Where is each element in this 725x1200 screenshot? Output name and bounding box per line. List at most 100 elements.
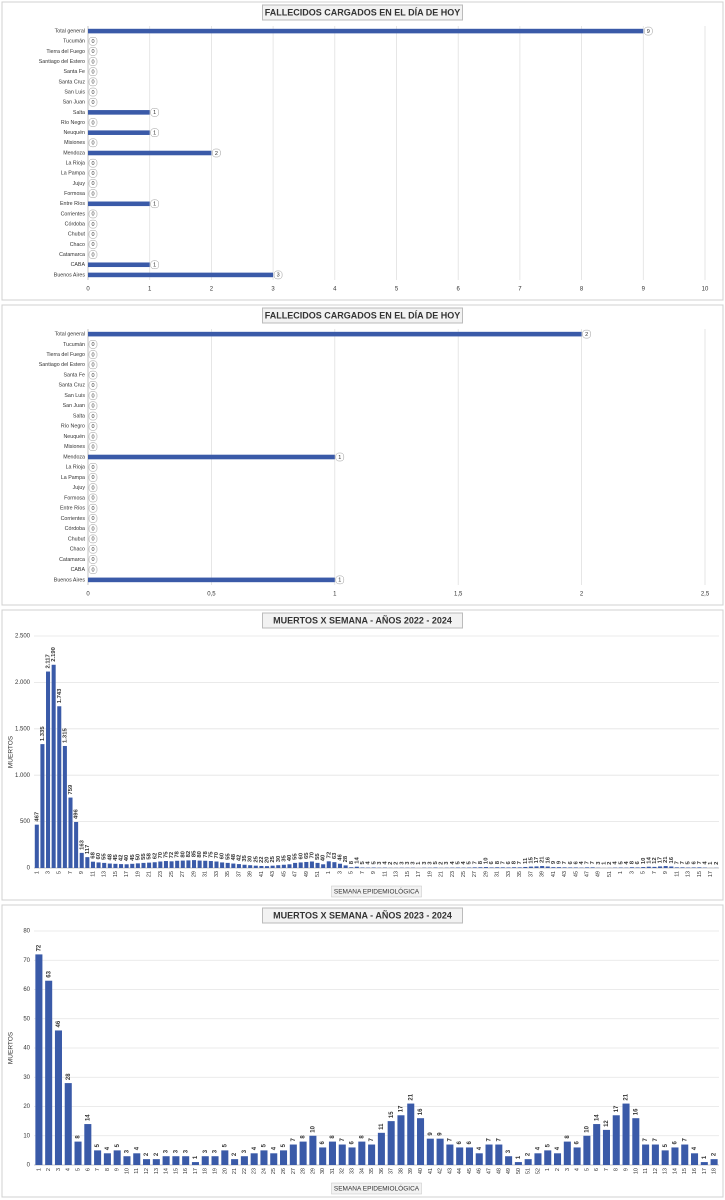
data-label: 7: [472, 860, 478, 864]
data-label: 21: [408, 1093, 414, 1100]
data-label: 4: [624, 861, 630, 865]
title-box: [262, 907, 463, 924]
data-label: 70: [214, 851, 220, 858]
x-tick-label: 1: [545, 1168, 551, 1171]
bar: [632, 1118, 640, 1165]
data-label: 55: [141, 853, 147, 860]
data-label-box: [88, 370, 98, 380]
y-tick-label: 70: [23, 958, 30, 964]
data-label-box: [88, 158, 98, 168]
x-tick-label: 10: [633, 1168, 639, 1174]
x-tick-label: 13: [394, 871, 400, 877]
x-tick-label: 51: [315, 871, 321, 877]
data-label: 0: [91, 567, 94, 573]
x-tick-label: 35: [369, 1168, 375, 1174]
bar: [90, 861, 95, 868]
data-label: 21: [624, 1093, 630, 1100]
x-tick-label: 31: [495, 871, 501, 877]
y-tick-label: Tierra del Fuego: [46, 49, 85, 55]
data-label: 7: [496, 1138, 502, 1142]
x-tick-label: 5: [584, 1168, 590, 1171]
data-label-box: [88, 503, 98, 513]
data-label: 3: [213, 1149, 219, 1153]
bar: [349, 867, 354, 868]
y-tick-label: Corrientes: [61, 516, 86, 522]
x-tick-label: 3: [337, 871, 343, 874]
data-label: 0: [91, 363, 94, 369]
x-tick-label: 48: [496, 1168, 502, 1174]
data-label-box: [88, 340, 98, 349]
data-label: 5: [222, 1143, 228, 1147]
bar: [524, 1159, 532, 1165]
x-tick-label: 47: [293, 871, 299, 877]
y-tick-label: Tucumán: [63, 39, 85, 45]
data-label: 8: [76, 1135, 82, 1139]
data-label: 6: [673, 1140, 679, 1144]
x-tick-label: 14: [672, 1168, 678, 1174]
data-label: 1: [153, 202, 156, 208]
data-label: 55: [293, 853, 299, 860]
bar: [88, 262, 150, 268]
data-label: 6: [457, 1140, 463, 1144]
data-label: 63: [332, 852, 338, 859]
data-label: 6: [489, 860, 495, 864]
bar: [495, 867, 500, 868]
data-label: 0: [91, 222, 94, 228]
y-tick-label: Salta: [73, 110, 85, 116]
data-label-box: [88, 67, 98, 76]
data-label-box: [88, 411, 98, 421]
bar: [585, 867, 590, 868]
data-label: 7: [682, 1138, 688, 1142]
data-label: 759: [68, 784, 74, 795]
x-tick-label: 6: [594, 1168, 600, 1171]
data-label: 75: [208, 851, 214, 858]
data-label-box: [88, 493, 98, 503]
data-label: 6: [350, 1140, 356, 1144]
bar: [152, 862, 157, 868]
data-label: 46: [338, 853, 344, 860]
bar: [514, 1162, 522, 1165]
data-label: 0: [91, 506, 94, 512]
data-label: 0: [91, 171, 94, 177]
y-tick-label: San Juan: [63, 403, 85, 409]
data-label: 8: [478, 860, 484, 864]
data-label: 0: [91, 90, 94, 96]
data-label: 6: [635, 860, 641, 864]
bar: [612, 1115, 620, 1165]
data-label: 1.315: [62, 728, 68, 743]
x-tick-label: 41: [428, 1168, 434, 1174]
x-tick-label: 10: [124, 1168, 130, 1174]
y-tick-label: Neuquén: [63, 130, 85, 136]
y-tick-label: Santa Cruz: [59, 383, 86, 389]
bar: [397, 1115, 405, 1165]
x-tick-label: 15: [173, 1168, 179, 1174]
data-label: 8: [349, 860, 355, 864]
data-label: 3: [596, 861, 602, 865]
data-label-box: [582, 329, 591, 339]
data-label: 0: [91, 424, 94, 430]
x-tick-label: 1: [326, 871, 332, 874]
x-tick-label: 12: [653, 1168, 659, 1174]
x-tick-label: 5: [349, 871, 355, 874]
data-label: 55: [102, 853, 108, 860]
x-tick-label: 33: [349, 1168, 355, 1174]
y-tick-label: 20: [23, 1104, 30, 1110]
data-label: 21: [540, 856, 546, 863]
data-label-box: [88, 179, 98, 188]
bar: [642, 1144, 650, 1165]
data-label: 6: [568, 860, 574, 864]
data-label: 22: [259, 856, 265, 863]
x-tick-label: 19: [135, 871, 141, 877]
y-tick-label: Salta: [73, 413, 85, 419]
data-label: 11: [379, 1123, 385, 1130]
data-label: 0: [91, 120, 94, 126]
data-label-box: [88, 250, 98, 259]
data-label-box: [212, 148, 221, 158]
bar: [368, 1144, 376, 1165]
data-label: 0: [91, 404, 94, 410]
bar: [162, 1156, 170, 1165]
x-tick-label: 1: [36, 1168, 42, 1171]
y-tick-label: Santa Cruz: [59, 79, 86, 85]
x-tick-label: 38: [398, 1168, 404, 1174]
bar: [133, 1153, 141, 1165]
